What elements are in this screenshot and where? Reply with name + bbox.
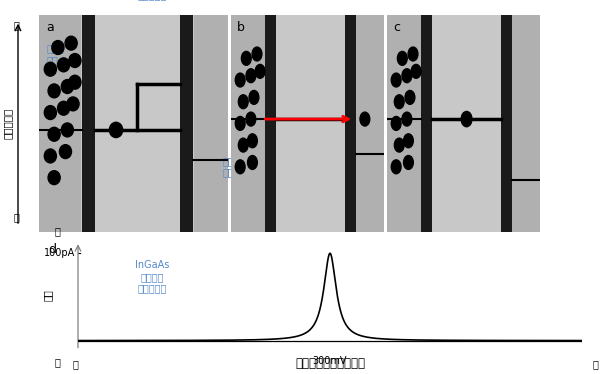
Circle shape: [405, 91, 415, 104]
Circle shape: [65, 36, 77, 50]
Circle shape: [48, 84, 60, 98]
Circle shape: [391, 116, 401, 131]
Circle shape: [402, 69, 412, 83]
Circle shape: [61, 80, 73, 94]
Text: b: b: [237, 21, 245, 34]
Bar: [421, 15, 432, 232]
Circle shape: [246, 69, 256, 83]
Circle shape: [235, 160, 245, 174]
Bar: [231, 15, 265, 232]
Circle shape: [411, 64, 421, 78]
Text: a: a: [47, 21, 55, 34]
Circle shape: [67, 97, 79, 111]
Circle shape: [461, 111, 472, 127]
Circle shape: [408, 47, 418, 61]
Text: 高: 高: [14, 21, 20, 31]
Text: 低: 低: [55, 357, 61, 367]
Circle shape: [44, 149, 56, 163]
Bar: [512, 15, 540, 232]
Text: 電流: 電流: [43, 289, 53, 301]
Circle shape: [235, 116, 245, 131]
Circle shape: [59, 145, 71, 159]
Text: d: d: [48, 243, 56, 256]
Circle shape: [238, 95, 248, 109]
Circle shape: [48, 127, 60, 141]
Circle shape: [109, 122, 122, 138]
Circle shape: [58, 58, 70, 72]
Circle shape: [44, 105, 56, 120]
Circle shape: [391, 160, 401, 174]
Bar: [39, 15, 80, 232]
Text: InGaAs
人工原子
の軌道準位: InGaAs 人工原子 の軌道準位: [135, 260, 170, 293]
Bar: [82, 15, 95, 232]
Text: ソース
電極: ソース 電極: [47, 43, 64, 65]
Circle shape: [238, 138, 248, 152]
Text: ドレイン
電極: ドレイン 電極: [223, 156, 246, 178]
Circle shape: [402, 112, 412, 126]
Bar: [356, 15, 384, 232]
Circle shape: [44, 62, 56, 76]
Circle shape: [252, 47, 262, 61]
Text: エネルギー: エネルギー: [2, 108, 12, 139]
Text: 高: 高: [55, 226, 61, 236]
Circle shape: [394, 95, 404, 109]
Text: 高: 高: [592, 359, 598, 370]
Text: ソース・ドレイン電圧: ソース・ドレイン電圧: [295, 357, 365, 370]
Circle shape: [241, 51, 251, 65]
Bar: [387, 15, 421, 232]
Circle shape: [52, 40, 64, 55]
Text: c: c: [393, 21, 400, 34]
Circle shape: [360, 112, 370, 126]
Circle shape: [69, 53, 81, 67]
Circle shape: [397, 51, 407, 65]
Circle shape: [248, 134, 257, 148]
Bar: [265, 15, 276, 232]
Circle shape: [69, 75, 81, 89]
Circle shape: [394, 138, 404, 152]
Circle shape: [246, 112, 256, 126]
Text: 低: 低: [14, 212, 20, 223]
Bar: [180, 15, 193, 232]
Text: 100pA: 100pA: [44, 248, 76, 258]
Circle shape: [235, 73, 245, 87]
Circle shape: [58, 101, 70, 115]
Bar: [501, 15, 512, 232]
Circle shape: [48, 171, 60, 185]
Circle shape: [404, 134, 413, 148]
Circle shape: [391, 73, 401, 87]
Bar: [345, 15, 356, 232]
Bar: [194, 15, 228, 232]
Text: 300mV: 300mV: [313, 356, 347, 365]
Circle shape: [248, 156, 257, 169]
Circle shape: [249, 91, 259, 104]
Circle shape: [61, 123, 73, 137]
Circle shape: [404, 156, 413, 169]
Circle shape: [255, 64, 265, 78]
Text: 低: 低: [73, 359, 79, 370]
